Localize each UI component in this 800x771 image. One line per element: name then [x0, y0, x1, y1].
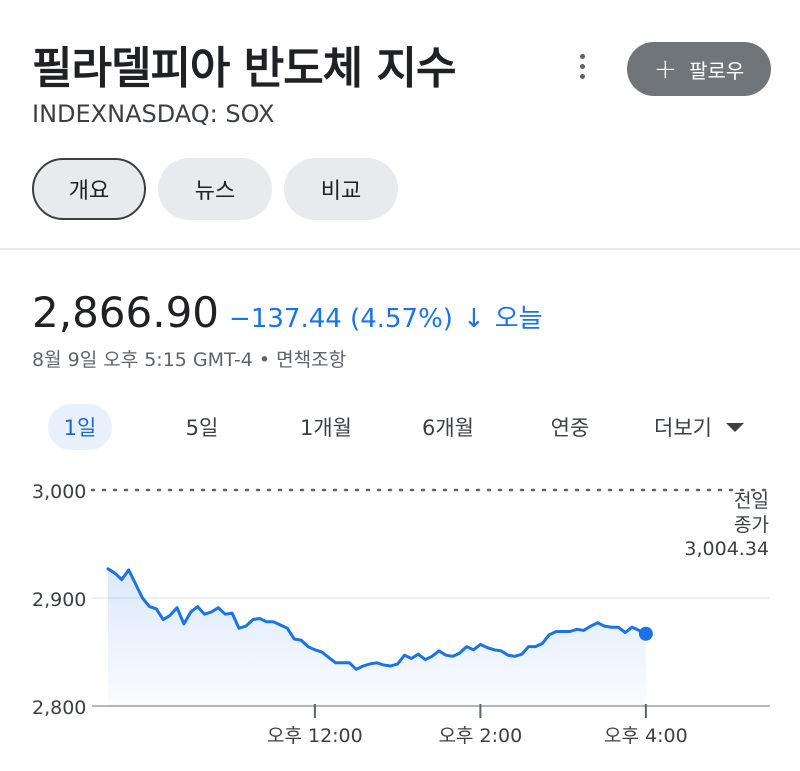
range-label: 6개월	[421, 416, 474, 440]
chart-labels: 3,000 2,900 2,800 오후 12:00 오후 2:00 오후 4:00 전일종…	[32, 481, 769, 747]
more-vert-icon-dot	[579, 73, 585, 79]
price-points	[638, 626, 653, 641]
section-divider	[0, 248, 800, 250]
range-label: 1일	[63, 416, 97, 440]
follow-button-label: 팔로우	[689, 58, 745, 83]
more-vert-icon-dot	[579, 63, 585, 69]
y-tick-label: 2,900	[32, 589, 86, 611]
change-period: 오늘	[494, 304, 543, 334]
range-label: 1개월	[299, 416, 352, 440]
more-vert-icon	[579, 53, 585, 59]
chart-grid	[90, 488, 772, 599]
x-tick-label: 오후 2:00	[439, 725, 523, 747]
section-tabs: 개요 뉴스 비교	[32, 158, 398, 220]
arrow-down-icon: ↓	[462, 304, 485, 334]
range-label: 연중	[550, 416, 590, 440]
x-tick-label: 오후 4:00	[604, 725, 688, 747]
y-tick-label: 2,800	[32, 697, 86, 719]
range-1d[interactable]: 1일	[48, 404, 112, 450]
price-line	[106, 567, 648, 671]
price-chart[interactable]: 3,000 2,900 2,800 오후 12:00 오후 2:00 오후 4:00 전일종…	[0, 470, 800, 771]
range-selector: 1일 5일 1개월 6개월 연중 더보기	[0, 404, 800, 452]
follow-button[interactable]: + 팔로우	[627, 42, 771, 96]
tab-news[interactable]: 뉴스	[158, 158, 272, 220]
range-6m[interactable]: 6개월	[405, 404, 491, 450]
range-label: 더보기	[654, 416, 712, 440]
x-tick-label: 오후 12:00	[267, 725, 363, 747]
previous-close-value: 3,004.34	[684, 538, 769, 560]
previous-close-label: 전일	[734, 490, 769, 512]
tab-label: 뉴스	[194, 179, 236, 204]
more-options-button[interactable]	[566, 46, 598, 86]
quote-row: 2,866.90 −137.44 (4.57%) ↓ 오늘	[32, 288, 543, 337]
page-title: 필라델피아 반도체 지수	[32, 43, 456, 94]
current-price: 2,866.90	[32, 288, 220, 337]
price-area	[108, 568, 646, 706]
tab-compare[interactable]: 비교	[284, 158, 398, 220]
range-1m[interactable]: 1개월	[283, 404, 369, 450]
plus-icon: +	[653, 52, 678, 85]
caret-down-icon	[725, 422, 744, 432]
tab-label: 개요	[68, 179, 110, 204]
range-5d[interactable]: 5일	[170, 404, 234, 450]
range-label: 5일	[185, 416, 219, 440]
price-change: −137.44 (4.57%)	[229, 304, 453, 334]
range-more-dropdown[interactable]: 더보기	[644, 404, 754, 450]
quote-timestamp: 8월 9일 오후 5:15 GMT-4 • 면책조항	[32, 349, 347, 371]
tab-overview[interactable]: 개요	[32, 158, 146, 220]
last-price-dot	[638, 626, 653, 641]
range-ytd[interactable]: 연중	[536, 404, 604, 450]
chart-axes	[92, 704, 770, 718]
ticker-symbol: INDEXNASDAQ: SOX	[32, 100, 275, 128]
y-tick-label: 3,000	[32, 481, 86, 503]
previous-close-label: 종가	[734, 514, 769, 536]
tab-label: 비교	[320, 179, 362, 204]
